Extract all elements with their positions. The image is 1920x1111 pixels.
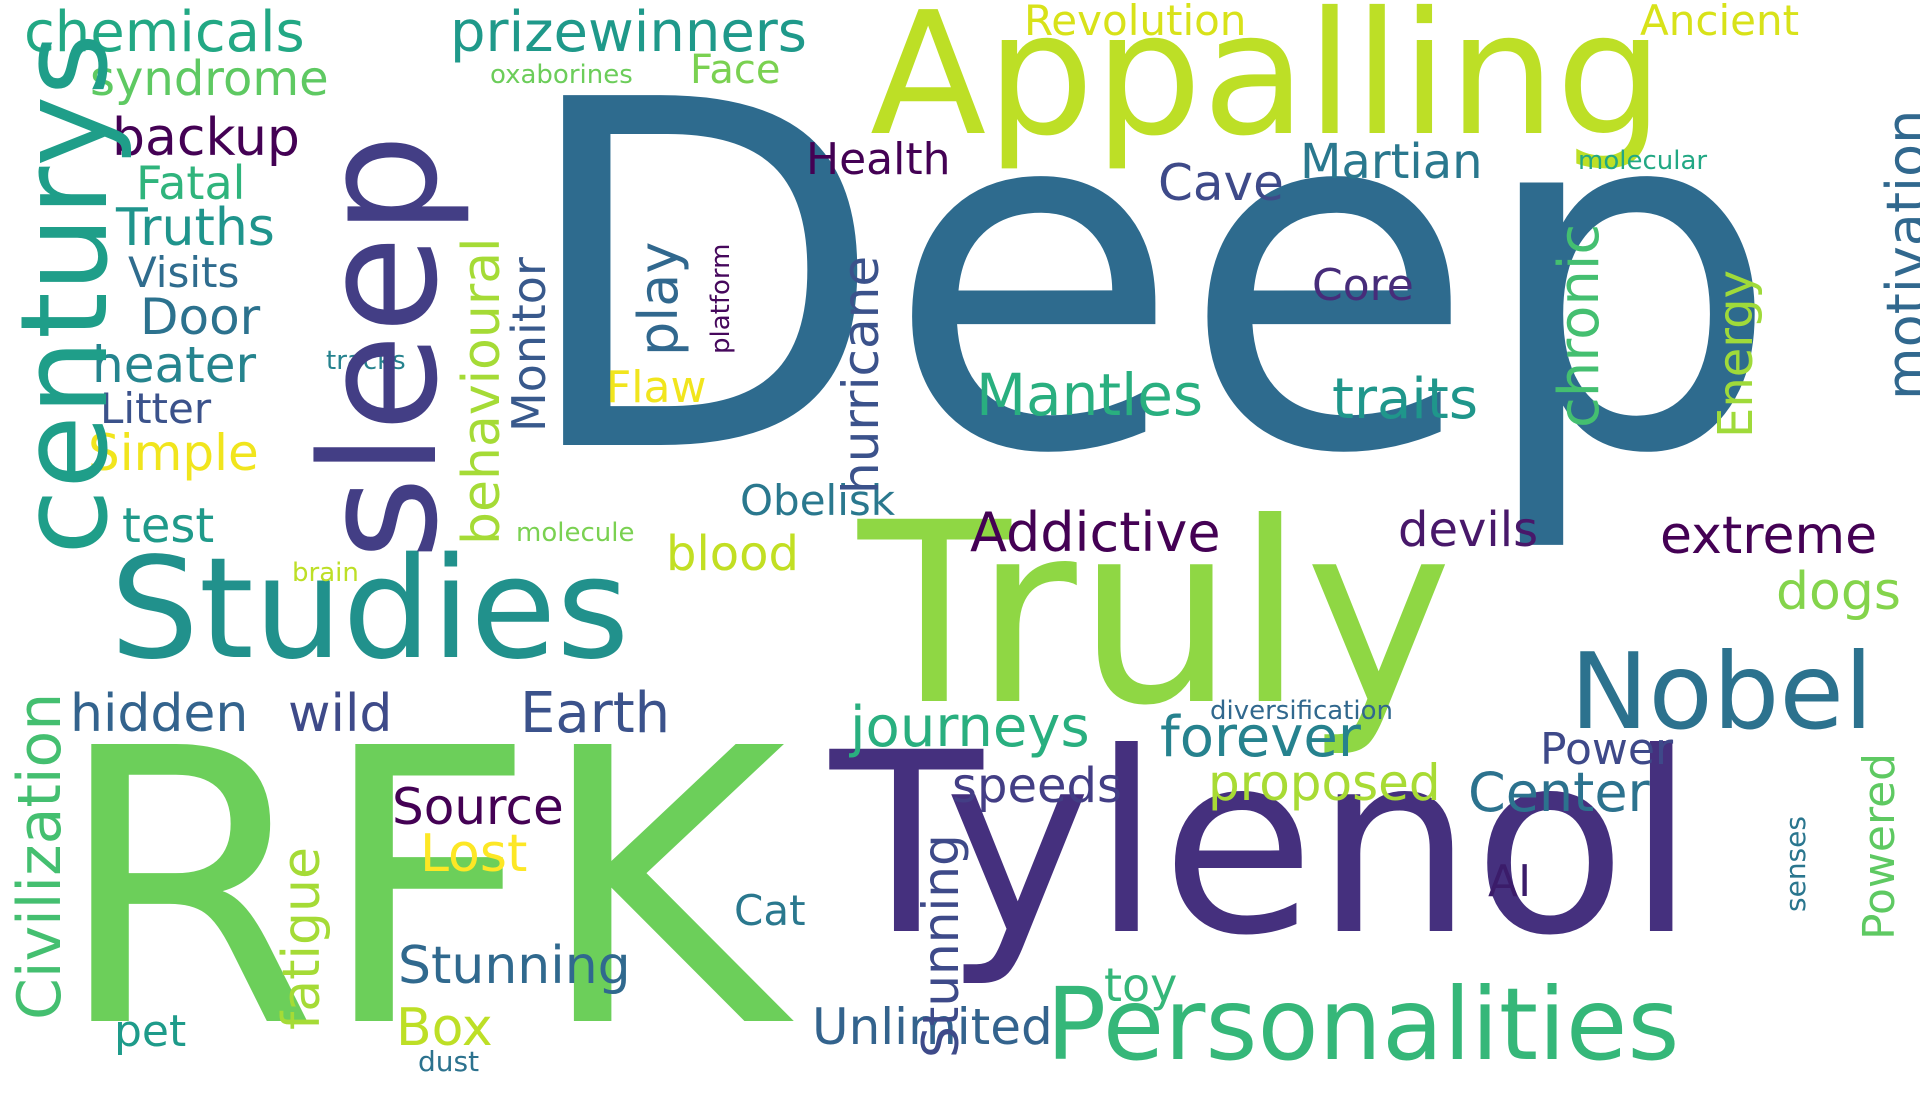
- word-hurricane: hurricane: [832, 255, 890, 494]
- word-traits: traits: [1332, 367, 1478, 432]
- word-dust: Box: [396, 998, 493, 1058]
- word-oxaborines: oxaborines: [490, 60, 633, 90]
- word-monitor: Monitor: [502, 257, 556, 432]
- word-prizewinners: prizewinners: [450, 0, 807, 65]
- word-stunning: Stunning: [912, 834, 970, 1058]
- word-chronic: chronic: [1547, 223, 1612, 428]
- word-ancient: Ancient: [1640, 0, 1800, 45]
- word-powered: Powered: [1854, 752, 1905, 940]
- word-wild: wild: [288, 684, 393, 744]
- word-box: pet: [114, 1006, 187, 1057]
- word-personalities: Personalities: [1046, 966, 1680, 1083]
- word-martian: Martian: [1300, 134, 1483, 190]
- word-rfk: RFK: [54, 668, 786, 1111]
- word-molecule: molecule: [516, 518, 635, 548]
- word-blood: blood: [666, 526, 800, 582]
- word-civilization: Civilization: [5, 692, 75, 1020]
- word-syndrome: syndrome: [90, 51, 329, 107]
- word-toy: Stunning: [398, 936, 631, 996]
- word-fatigue: fatigue: [272, 847, 332, 1030]
- word-sleep: sleep: [286, 133, 473, 560]
- word-cloud: Deep RFK Tylenol Truly Appalling Studies…: [0, 0, 1920, 1080]
- word-devils: devils: [1398, 502, 1539, 558]
- word-backup: backup: [112, 108, 300, 168]
- word-proposed: proposed: [1208, 754, 1441, 812]
- word-deep: Deep: [516, 0, 1781, 559]
- word-studies: Studies: [110, 528, 630, 691]
- word-truly: Truly: [858, 469, 1453, 760]
- word-nobel: Nobel: [1570, 631, 1874, 753]
- word-energy: Energy: [1708, 269, 1764, 438]
- word-power: Power: [1540, 724, 1674, 775]
- word-play: play: [627, 241, 690, 356]
- word-diversification: diversification: [1210, 696, 1393, 726]
- word-platform: platform: [706, 243, 736, 354]
- word-center: Center: [1468, 761, 1650, 824]
- word-versatile: dust: [418, 1045, 480, 1078]
- word-hidden: hidden: [70, 684, 249, 744]
- word-addictive: Addictive: [970, 501, 1221, 564]
- word-truths: Truths: [116, 198, 275, 258]
- word-test: test: [122, 498, 215, 554]
- word-face: Face: [690, 47, 781, 93]
- word-visits: Visits: [128, 248, 240, 297]
- word-behavioural: behavioural: [452, 237, 512, 545]
- word-speeds: speeds: [952, 758, 1123, 814]
- word-tylenol: Tylenol: [830, 699, 1696, 990]
- word-extreme: extreme: [1660, 506, 1878, 566]
- word-molecular: molecular: [1578, 146, 1708, 176]
- word-flaw: Flaw: [606, 362, 707, 413]
- word-ai: AI: [1488, 856, 1532, 907]
- word-health: Health: [806, 134, 951, 185]
- word-centurys: centurys: [0, 33, 135, 555]
- word-lost: Lost: [420, 824, 528, 884]
- word-senses: senses: [1779, 816, 1812, 912]
- word-unlimited: toy: [1104, 958, 1178, 1012]
- word-revolution: Revolution: [1024, 0, 1247, 45]
- word-journeys: journeys: [850, 695, 1090, 760]
- word-earth: Earth: [520, 681, 671, 746]
- word-pet: Unlimited: [812, 998, 1053, 1056]
- word-brain: brain: [292, 558, 359, 588]
- word-chemicals: chemicals: [24, 0, 305, 65]
- word-obelisk: Obelisk: [740, 476, 896, 525]
- word-fatal: Fatal: [136, 156, 246, 210]
- word-motivation: motivation: [1875, 109, 1920, 400]
- word-forever: forever: [1160, 705, 1361, 770]
- word-tracks: tracks: [326, 346, 406, 376]
- word-door: Door: [140, 288, 261, 346]
- word-cave: Cave: [1158, 154, 1284, 212]
- word-cat: Cat: [734, 886, 806, 935]
- word-heater: heater: [92, 336, 257, 394]
- word-appalling: Appalling: [870, 0, 1664, 174]
- word-simple: Simple: [88, 424, 259, 482]
- word-core: Core: [1312, 260, 1414, 311]
- word-litter: Litter: [100, 384, 212, 433]
- word-mantles: Mantles: [976, 361, 1204, 429]
- word-source: Source: [392, 778, 564, 836]
- word-dogs: dogs: [1776, 562, 1901, 622]
